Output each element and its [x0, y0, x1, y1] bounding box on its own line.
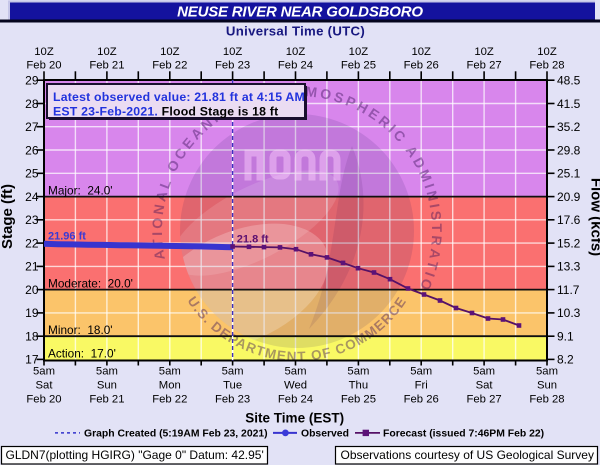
svg-text:Feb 23: Feb 23: [215, 394, 250, 406]
svg-text:Feb 24: Feb 24: [278, 394, 313, 406]
svg-text:5am: 5am: [410, 366, 432, 378]
svg-text:35.2: 35.2: [557, 120, 581, 134]
svg-text:10Z: 10Z: [474, 46, 494, 58]
svg-text:Feb 23: Feb 23: [215, 60, 250, 72]
svg-text:NEUSE RIVER NEAR GOLDSBORO: NEUSE RIVER NEAR GOLDSBORO: [177, 4, 423, 21]
svg-text:Graph Created (5:19AM Feb 23,: Graph Created (5:19AM Feb 23, 2021): [84, 428, 268, 439]
svg-text:Latest observed value: 21.81 f: Latest observed value: 21.81 ft at 4:15 …: [53, 90, 305, 104]
svg-text:17: 17: [25, 353, 39, 367]
svg-text:23: 23: [25, 213, 39, 227]
svg-text:29.8: 29.8: [557, 143, 581, 157]
svg-text:13.3: 13.3: [557, 260, 581, 274]
svg-text:10Z: 10Z: [286, 46, 306, 58]
svg-text:Site Time (EST): Site Time (EST): [245, 410, 344, 425]
svg-text:5am: 5am: [473, 366, 495, 378]
svg-text:10.3: 10.3: [557, 306, 581, 320]
svg-text:25: 25: [25, 167, 39, 181]
svg-text:22: 22: [25, 236, 39, 250]
svg-text:Feb 26: Feb 26: [404, 60, 439, 72]
svg-text:Forecast (issued 7:46PM Feb 22: Forecast (issued 7:46PM Feb 22): [383, 428, 544, 439]
svg-text:Feb 22: Feb 22: [152, 394, 187, 406]
svg-text:Sun: Sun: [97, 380, 117, 392]
svg-text:28: 28: [25, 97, 39, 111]
svg-text:5am: 5am: [159, 366, 181, 378]
svg-text:21.96 ft: 21.96 ft: [48, 231, 86, 243]
svg-text:5am: 5am: [536, 366, 558, 378]
svg-text:48.5: 48.5: [557, 74, 581, 88]
svg-text:17.6: 17.6: [557, 213, 581, 227]
svg-text:Stage (ft): Stage (ft): [0, 184, 16, 249]
svg-text:27: 27: [25, 120, 39, 134]
svg-text:Sun: Sun: [537, 380, 557, 392]
svg-text:29: 29: [25, 74, 39, 88]
svg-text:21.8 ft: 21.8 ft: [237, 234, 269, 246]
svg-text:10Z: 10Z: [349, 46, 369, 58]
svg-text:25.1: 25.1: [557, 167, 581, 181]
svg-text:10Z: 10Z: [160, 46, 180, 58]
svg-text:11.7: 11.7: [557, 283, 580, 297]
svg-text:24: 24: [25, 190, 39, 204]
svg-text:Feb 26: Feb 26: [404, 394, 439, 406]
svg-text:Observations courtesy of US Ge: Observations courtesy of US Geological S…: [341, 448, 594, 462]
svg-text:18: 18: [25, 330, 39, 344]
svg-text:5am: 5am: [33, 366, 55, 378]
svg-text:10Z: 10Z: [97, 46, 117, 58]
svg-text:10Z: 10Z: [223, 46, 243, 58]
svg-text:Feb 28: Feb 28: [529, 394, 564, 406]
svg-text:Feb 20: Feb 20: [26, 394, 61, 406]
svg-text:Wed: Wed: [284, 380, 307, 392]
svg-text:8.2: 8.2: [557, 353, 574, 367]
svg-text:Feb 21: Feb 21: [89, 394, 124, 406]
svg-text:Major: 24.0': Major: 24.0': [48, 183, 113, 197]
svg-text:20.9: 20.9: [557, 190, 581, 204]
svg-text:Sat: Sat: [476, 380, 494, 392]
svg-text:Feb 20: Feb 20: [26, 60, 61, 72]
svg-text:GLDN7(plotting HGIRG) "Gage 0": GLDN7(plotting HGIRG) "Gage 0" Datum: 42…: [6, 448, 264, 462]
svg-text:Feb 25: Feb 25: [341, 60, 376, 72]
svg-text:9.1: 9.1: [557, 330, 574, 344]
svg-text:5am: 5am: [285, 366, 307, 378]
svg-text:Thu: Thu: [349, 380, 368, 392]
svg-text:21: 21: [25, 260, 39, 274]
svg-text:19: 19: [25, 306, 39, 320]
svg-text:EST 23-Feb-2021. Flood Stage i: EST 23-Feb-2021. Flood Stage is 18 ft: [53, 105, 278, 119]
svg-text:Observed: Observed: [301, 428, 349, 439]
svg-text:Tue: Tue: [223, 380, 242, 392]
svg-text:26: 26: [25, 143, 39, 157]
svg-text:Feb 24: Feb 24: [278, 60, 313, 72]
svg-text:Moderate: 20.0': Moderate: 20.0': [48, 276, 133, 290]
svg-text:5am: 5am: [222, 366, 244, 378]
svg-text:5am: 5am: [96, 366, 118, 378]
svg-text:Feb 27: Feb 27: [467, 60, 502, 72]
svg-text:15.2: 15.2: [557, 236, 581, 250]
svg-text:5am: 5am: [347, 366, 369, 378]
svg-text:Action: 17.0': Action: 17.0': [48, 347, 116, 361]
svg-text:Sat: Sat: [36, 380, 54, 392]
svg-text:Feb 27: Feb 27: [467, 394, 502, 406]
svg-text:10Z: 10Z: [537, 46, 557, 58]
svg-text:10Z: 10Z: [411, 46, 431, 58]
svg-text:Universal Time (UTC): Universal Time (UTC): [226, 23, 365, 38]
svg-text:Feb 28: Feb 28: [529, 60, 564, 72]
svg-text:41.5: 41.5: [557, 97, 581, 111]
svg-text:Mon: Mon: [159, 380, 181, 392]
svg-text:20: 20: [25, 283, 39, 297]
svg-text:Feb 22: Feb 22: [152, 60, 187, 72]
svg-text:Feb 25: Feb 25: [341, 394, 376, 406]
svg-text:Feb 21: Feb 21: [89, 60, 124, 72]
svg-text:Minor: 18.0': Minor: 18.0': [48, 323, 113, 337]
svg-text:Flow (kcfs): Flow (kcfs): [588, 178, 600, 256]
svg-text:Fri: Fri: [415, 380, 428, 392]
svg-text:10Z: 10Z: [34, 46, 54, 58]
